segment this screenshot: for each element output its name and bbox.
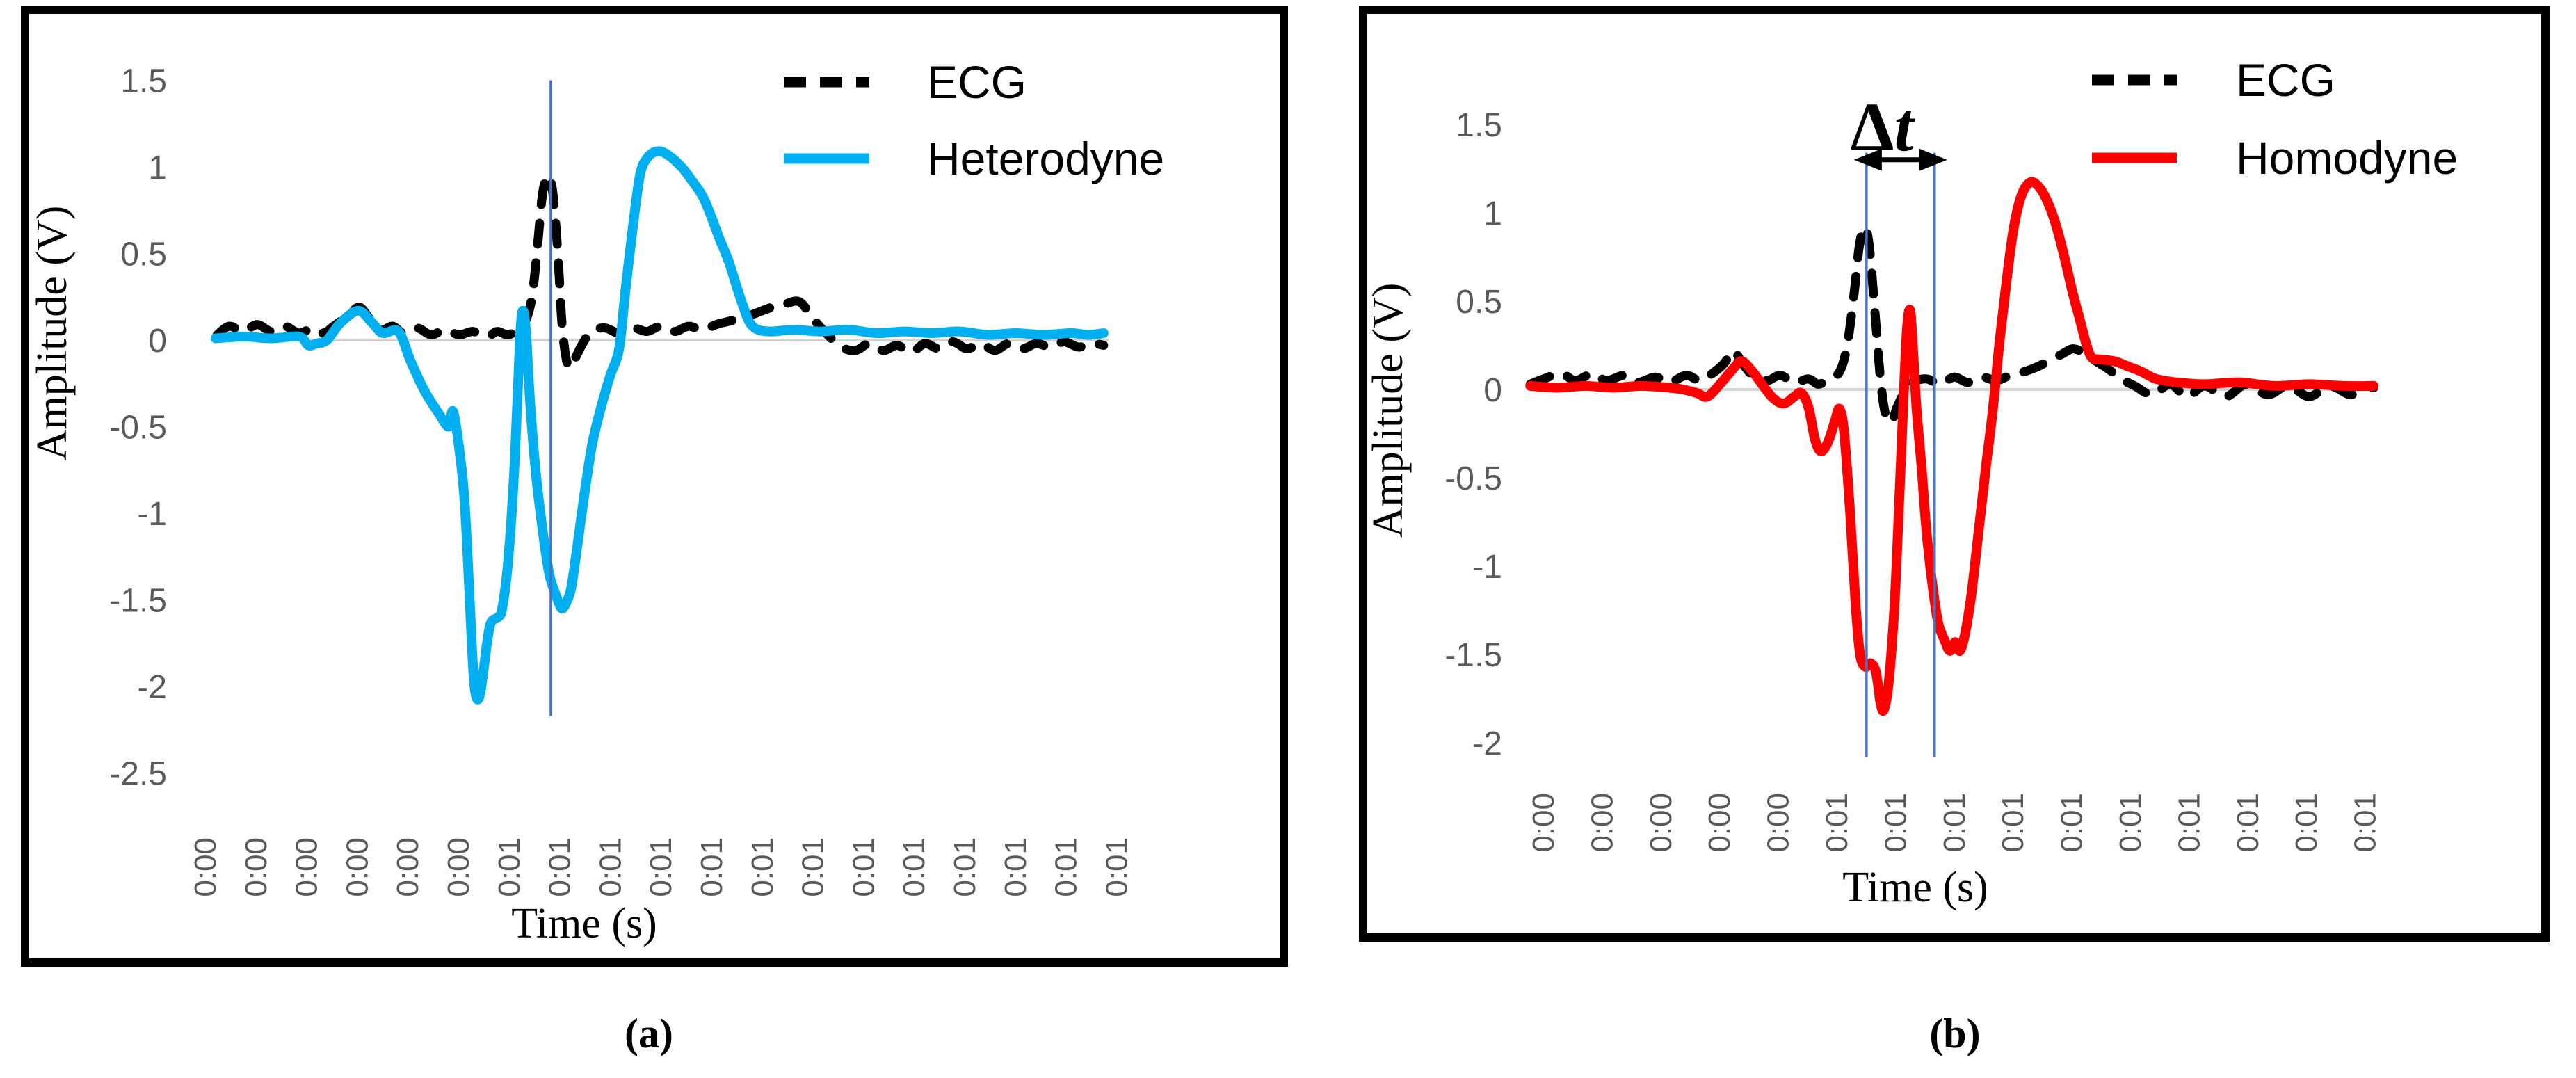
x-tick-label: 0:01: [2349, 793, 2383, 853]
x-tick-label: 0:01: [846, 837, 880, 897]
legend-heterodyne-label: Heterodyne: [927, 133, 1164, 184]
y-tick-label: 1: [1483, 195, 1502, 232]
x-tick-label: 0:01: [1049, 837, 1084, 897]
x-tick-label: 0:01: [1100, 837, 1134, 897]
y-axis-title: Amplitude (V): [1367, 283, 1412, 538]
y-tick-label: -0.5: [109, 410, 167, 447]
x-tick-label: 0:00: [239, 837, 273, 897]
x-tick-label: 0:00: [290, 837, 324, 897]
x-axis-title: Time (s): [1842, 864, 1988, 911]
x-tick-label: 0:01: [543, 837, 577, 897]
x-tick-label: 0:01: [999, 837, 1033, 897]
y-tick-label: 0: [148, 323, 167, 360]
y-tick-label: -2: [1472, 725, 1502, 762]
x-tick-label: 0:01: [1820, 793, 1854, 853]
y-tick-label: -1.5: [109, 583, 167, 620]
legend-ecg-label: ECG: [2236, 54, 2335, 106]
x-tick-label: 0:01: [492, 837, 526, 897]
legend-homodyne-label: Homodyne: [2236, 132, 2458, 184]
x-tick-label: 0:01: [695, 837, 729, 897]
y-tick-label: 1.5: [1456, 107, 1502, 144]
x-tick-label: 0:01: [2172, 793, 2206, 853]
series-heterodyne-line: [211, 146, 1109, 705]
x-tick-label: 0:00: [1585, 793, 1619, 853]
y-tick-label: -1: [137, 496, 167, 533]
x-tick-label: 0:01: [593, 837, 627, 897]
x-tick-label: 0:01: [746, 837, 780, 897]
y-tick-label: 0.5: [1456, 284, 1502, 321]
chart-b-svg: 1.5 1 0.5 0 -0.5 -1 -1.5 -2 0:00 0:00 0:00 0:00 0:00…: [1367, 54, 2458, 911]
y-axis-title: Amplitude (V): [29, 206, 76, 461]
x-tick-label: 0:00: [1762, 793, 1796, 853]
x-tick-label: 0:01: [1996, 793, 2030, 853]
caption-b: (b): [1929, 1011, 1981, 1056]
x-tick-label: 0:00: [340, 837, 374, 897]
legend-ecg-label: ECG: [927, 56, 1027, 108]
series-homodyne-line: [1525, 177, 2379, 716]
y-tick-label: -0.5: [1444, 460, 1502, 497]
x-tick-label: 0:00: [1702, 793, 1737, 853]
delta-t-arrowhead-right: [1919, 148, 1947, 171]
chart-a-svg: 1.5 1 0.5 0 -0.5 -1 -1.5 -2 -2.5 0:00 0:00 0:00 0:00…: [29, 56, 1164, 947]
x-axis-title: Time (s): [511, 900, 657, 947]
y-tick-label: 1: [148, 150, 167, 186]
delta-t-label: Δt: [1851, 88, 1916, 166]
x-tick-label: 0:01: [1938, 793, 1972, 853]
x-tick-label: 0:01: [2055, 793, 2089, 853]
y-tick-label: -1.5: [1444, 637, 1502, 674]
series-ecg-line: [212, 171, 1109, 373]
x-tick-label: 0:00: [442, 837, 476, 897]
x-tick-label: 0:00: [188, 837, 223, 897]
x-tick-label: 0:00: [1644, 793, 1678, 853]
x-tick-label: 0:01: [2289, 793, 2324, 853]
x-tick-label: 0:01: [796, 837, 830, 897]
y-tick-label: -2.5: [109, 756, 167, 793]
x-tick-label: 0:01: [948, 837, 982, 897]
y-tick-label: 1.5: [120, 63, 167, 100]
y-tick-label: -1: [1472, 549, 1502, 586]
y-tick-label: 0.5: [120, 236, 167, 273]
y-tick-label: 0: [1483, 372, 1502, 409]
caption-a: (a): [625, 1011, 673, 1056]
x-tick-label: 0:01: [1878, 793, 1913, 853]
x-tick-label: 0:00: [391, 837, 425, 897]
x-tick-label: 0:01: [644, 837, 678, 897]
series-ecg-line: [1525, 222, 2378, 427]
chart-panel-b: 1.5 1 0.5 0 -0.5 -1 -1.5 -2 0:00 0:00 0:00 0:00 0:00…: [1359, 6, 2550, 942]
chart-panel-a: 1.5 1 0.5 0 -0.5 -1 -1.5 -2 -2.5 0:00 0:00 0:00 0:00…: [21, 6, 1288, 967]
x-tick-label: 0:01: [897, 837, 931, 897]
delta-t-arrowhead-left: [1853, 148, 1882, 171]
x-tick-label: 0:00: [1527, 793, 1561, 853]
x-tick-label: 0:01: [2114, 793, 2148, 853]
x-tick-label: 0:01: [2231, 793, 2265, 853]
y-tick-label: -2: [137, 669, 167, 706]
